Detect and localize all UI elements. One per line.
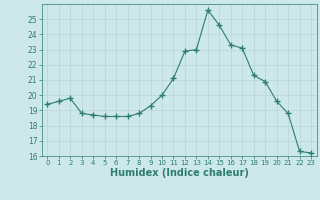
X-axis label: Humidex (Indice chaleur): Humidex (Indice chaleur) bbox=[110, 168, 249, 178]
